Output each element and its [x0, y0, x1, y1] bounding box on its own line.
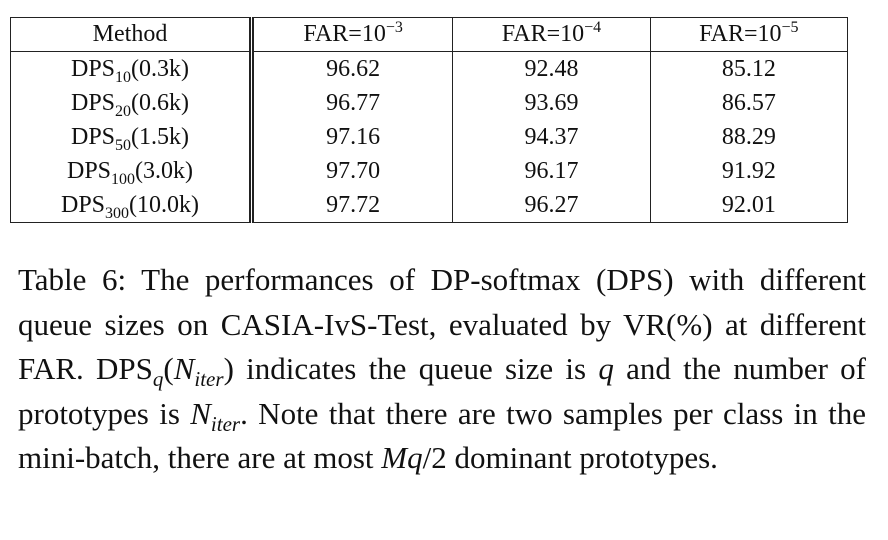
- value-cell: 93.69: [452, 86, 651, 120]
- cell-text: DPS: [70, 90, 116, 116]
- method-cell: DPS20(0.6k): [10, 86, 254, 120]
- cell-text: DPS: [66, 158, 112, 184]
- table-row: DPS50(1.5k) 97.16 94.37 88.29: [10, 120, 849, 154]
- caption-text: /2 dominant prototypes.: [422, 440, 718, 475]
- caption-text: iter: [194, 367, 224, 391]
- value-cell: FAR=10−4: [452, 17, 651, 52]
- superscript: −3: [385, 19, 403, 36]
- method-cell: DPS50(1.5k): [10, 120, 254, 154]
- cell-text: FAR=10: [501, 21, 585, 47]
- value-cell: 97.16: [250, 120, 454, 154]
- table-row: DPS20(0.6k) 96.77 93.69 86.57: [10, 86, 849, 120]
- cell-text: DPS: [60, 192, 106, 218]
- value-cell: 96.17: [452, 154, 651, 188]
- superscript: −5: [781, 19, 799, 36]
- subscript: 50: [115, 136, 132, 154]
- value-cell: FAR=10−5: [649, 17, 849, 52]
- value-cell: 86.57: [649, 86, 849, 120]
- value-cell: 97.70: [250, 154, 454, 188]
- value-cell: 92.01: [649, 188, 849, 223]
- table-row: DPS300(10.0k) 97.72 96.27 92.01: [10, 188, 849, 223]
- cell-text: (1.5k): [131, 124, 189, 150]
- caption-text: q: [598, 351, 614, 386]
- caption-text: Table 6: The performances of DP-softmax …: [18, 262, 866, 386]
- method-cell: DPS300(10.0k): [10, 188, 254, 223]
- subscript: 20: [115, 102, 132, 120]
- cell-text: DPS: [70, 56, 116, 82]
- value-cell: 97.72: [250, 188, 454, 223]
- value-cell: 92.48: [452, 51, 651, 86]
- value-cell: FAR=10−3: [250, 17, 454, 52]
- superscript: −4: [584, 19, 602, 36]
- cell-text: (0.3k): [131, 56, 189, 82]
- method-cell: DPS10(0.3k): [10, 51, 254, 86]
- caption-text: q: [152, 367, 164, 391]
- caption-text: and the number of prototypes is: [18, 351, 866, 431]
- value-cell: 96.62: [250, 51, 454, 86]
- subscript: 100: [111, 170, 136, 188]
- method-cell: Method: [10, 17, 254, 52]
- results-table: Method FAR=10−3 FAR=10−4 FAR=10−5 DPS10(0.3k…: [10, 17, 849, 223]
- value-cell: 91.92: [649, 154, 849, 188]
- caption-text: ) indicates the queue size is: [223, 351, 599, 386]
- cell-text: DPS: [70, 124, 116, 150]
- table-row: DPS10(0.3k) 96.62 92.48 85.12: [10, 51, 849, 86]
- caption: Table 6: The performances of DP-softmax …: [18, 258, 866, 481]
- caption-text: (: [163, 351, 174, 386]
- cell-text: FAR=10: [699, 21, 782, 47]
- value-cell: 96.77: [250, 86, 454, 120]
- caption-text: N: [173, 351, 195, 386]
- cell-text: (0.6k): [131, 90, 189, 116]
- value-cell: 85.12: [649, 51, 849, 86]
- caption-text: N: [190, 395, 211, 431]
- value-cell: 94.37: [452, 120, 651, 154]
- subscript: 10: [115, 68, 132, 86]
- value-cell: 88.29: [649, 120, 849, 154]
- table-row: DPS100(3.0k) 97.70 96.17 91.92: [10, 154, 849, 188]
- caption-text: iter: [210, 411, 241, 436]
- cell-text: (3.0k): [135, 158, 193, 184]
- method-cell: DPS100(3.0k): [10, 154, 254, 188]
- caption-text: . Note that there are two samples per cl…: [18, 395, 866, 476]
- caption-text: Mq: [381, 440, 423, 475]
- cell-text: FAR=10: [303, 21, 386, 47]
- subscript: 300: [105, 204, 130, 222]
- header-row: Method FAR=10−3 FAR=10−4 FAR=10−5: [10, 17, 849, 52]
- value-cell: 96.27: [452, 188, 651, 223]
- cell-text: (10.0k): [129, 192, 199, 218]
